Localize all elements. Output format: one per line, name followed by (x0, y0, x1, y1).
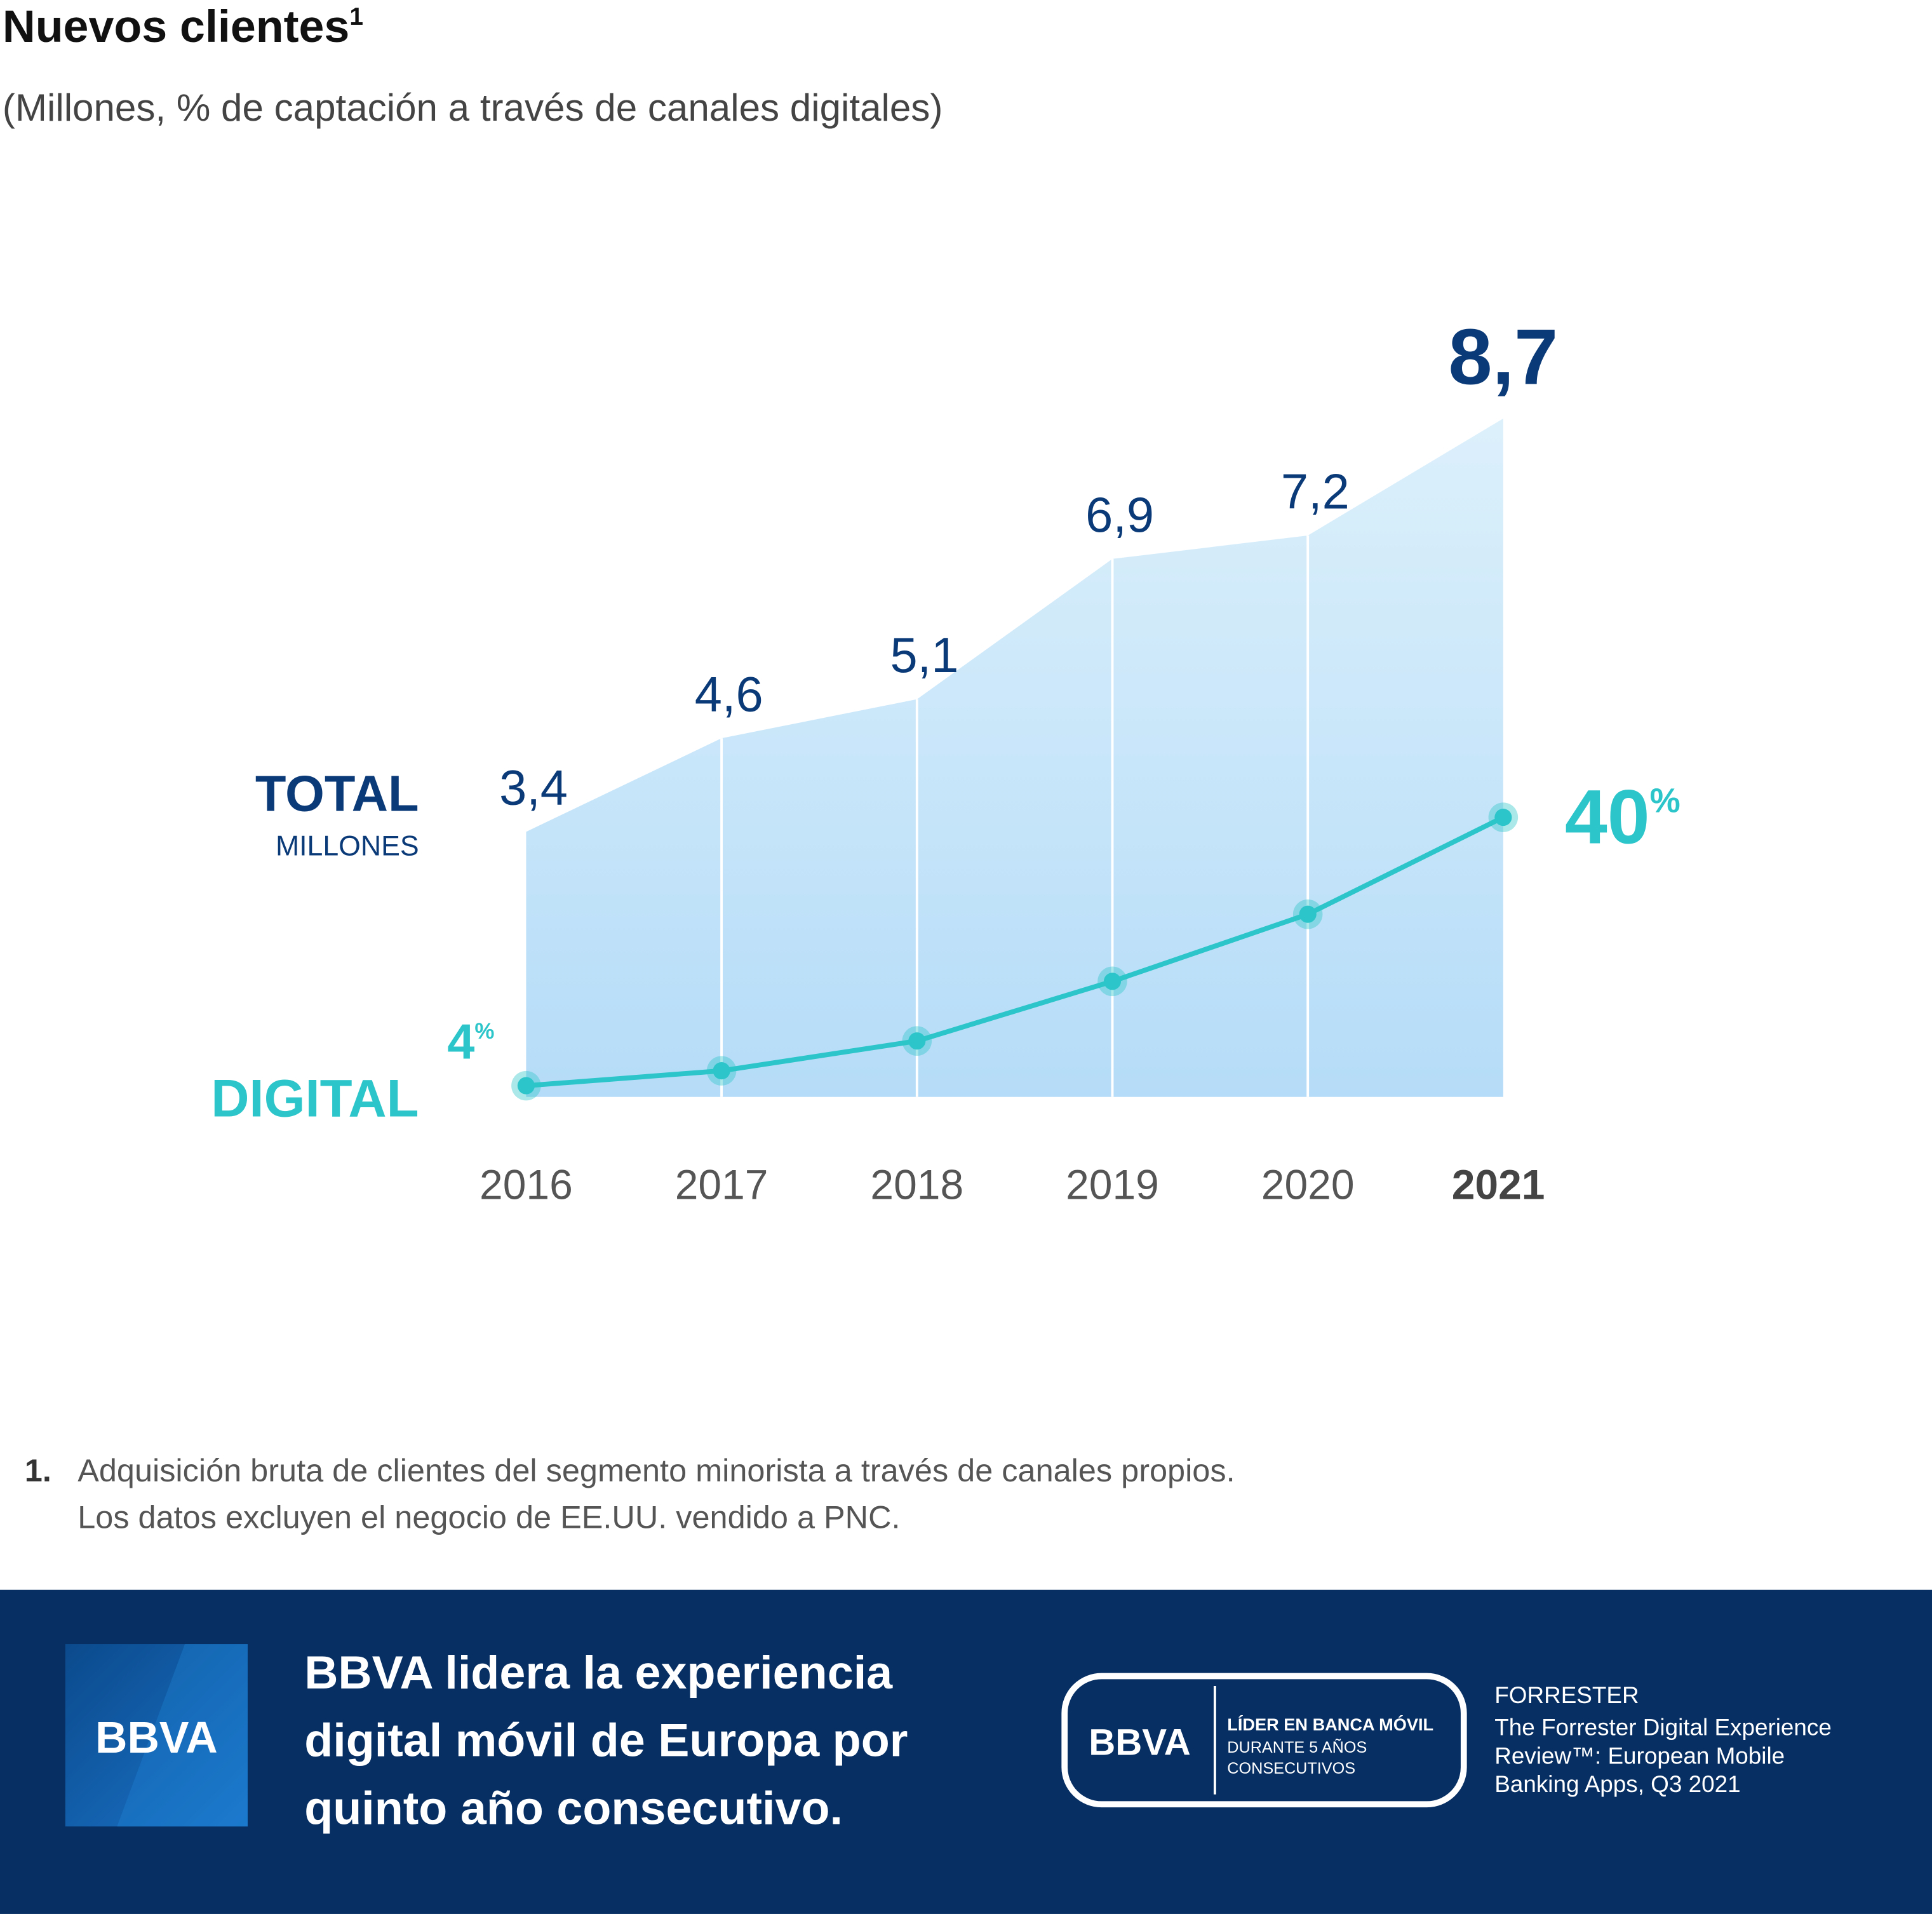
point (1299, 905, 1317, 923)
value-label: 40% (1565, 774, 1680, 859)
banner-headline: quinto año consecutivo. (304, 1781, 843, 1834)
line (526, 815, 1505, 1088)
title-note: 1 (349, 3, 363, 30)
badge-logo: BBVA (1089, 1722, 1191, 1763)
x-tick-label: 2021 (1452, 1161, 1545, 1208)
banner (0, 1589, 1932, 1914)
logo-text: BBVA (95, 1713, 218, 1762)
title-text: Nuevos clientes (3, 1, 349, 52)
value-label: 8,7 (1449, 314, 1559, 401)
badge-line: CONSECUTIVOS (1227, 1760, 1355, 1777)
footnote-line: Los datos excluyen el negocio de EE.UU. … (77, 1499, 900, 1535)
badge-line: DURANTE 5 AÑOS (1227, 1738, 1367, 1756)
x-tick-label: 2018 (870, 1161, 963, 1208)
logo-box (65, 1644, 248, 1827)
logo-shine (117, 1644, 248, 1827)
x-tick-label: 2019 (1066, 1161, 1159, 1208)
footnote-number: 1. (25, 1452, 51, 1488)
value-label: 7,2 (1281, 464, 1350, 519)
point (713, 1062, 730, 1080)
source-line: The Forrester Digital Experience (1494, 1715, 1832, 1741)
source-line: Review™: European Mobile (1494, 1742, 1785, 1769)
series-name: DIGITAL (211, 1068, 419, 1128)
footnote-line: Adquisición bruta de clientes del segmen… (77, 1452, 1235, 1488)
chart-subtitle: (Millones, % de captación a través de ca… (3, 86, 943, 129)
x-tick-label: 2020 (1261, 1161, 1355, 1208)
source-brand: FORRESTER (1494, 1682, 1639, 1708)
value-label: 5,1 (890, 628, 958, 683)
source-line: Banking Apps, Q3 2021 (1494, 1771, 1740, 1797)
value-label: 6,9 (1085, 488, 1154, 543)
badge-line: LÍDER EN BANCA MÓVIL (1227, 1715, 1433, 1734)
banner-headline: BBVA lidera la experiencia (304, 1646, 893, 1699)
chart-title: Nuevos clientes1 (3, 1, 363, 52)
point (1103, 973, 1122, 990)
area (526, 418, 1503, 1097)
banner-headline: digital móvil de Europa por (304, 1714, 908, 1767)
point (1494, 809, 1512, 826)
series-unit: MILLONES (276, 830, 419, 861)
value-label: 4,6 (695, 667, 763, 722)
point (908, 1032, 926, 1050)
x-tick-label: 2016 (480, 1161, 573, 1208)
badge (1061, 1673, 1467, 1808)
value-label: 4% (447, 1014, 494, 1069)
series-name: TOTAL (255, 765, 419, 822)
point (517, 1077, 535, 1095)
x-tick-label: 2017 (675, 1161, 768, 1208)
value-label: 3,4 (499, 761, 568, 816)
